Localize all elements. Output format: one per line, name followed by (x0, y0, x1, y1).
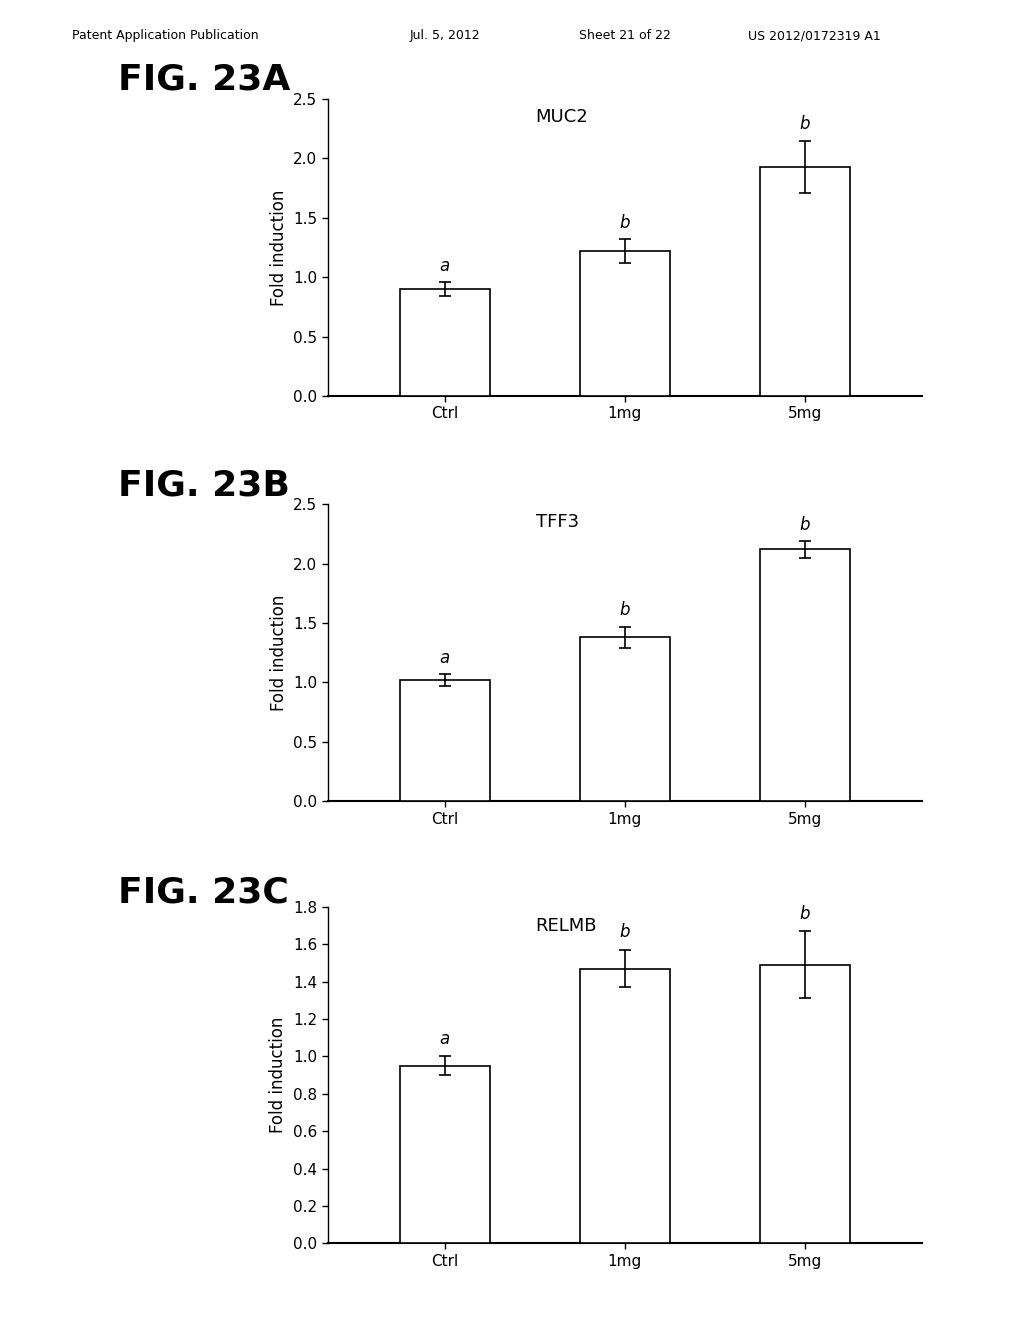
Y-axis label: Fold induction: Fold induction (269, 594, 288, 711)
Bar (580, 251, 670, 396)
Text: a: a (439, 1030, 450, 1048)
Text: RELMB: RELMB (536, 917, 597, 935)
Bar (399, 680, 489, 801)
Bar (399, 1065, 489, 1243)
Bar (760, 965, 850, 1243)
Bar (760, 166, 850, 396)
Text: FIG. 23A: FIG. 23A (118, 62, 290, 96)
Bar (580, 638, 670, 801)
Bar (399, 289, 489, 396)
Bar (580, 969, 670, 1243)
Text: Patent Application Publication: Patent Application Publication (72, 29, 258, 42)
Text: Jul. 5, 2012: Jul. 5, 2012 (410, 29, 480, 42)
Bar (760, 549, 850, 801)
Y-axis label: Fold induction: Fold induction (269, 1016, 288, 1134)
Text: FIG. 23B: FIG. 23B (118, 469, 290, 503)
Text: b: b (620, 924, 630, 941)
Text: TFF3: TFF3 (536, 513, 579, 531)
Text: b: b (800, 516, 810, 533)
Y-axis label: Fold induction: Fold induction (269, 189, 288, 306)
Text: b: b (620, 214, 630, 232)
Text: Sheet 21 of 22: Sheet 21 of 22 (579, 29, 671, 42)
Text: MUC2: MUC2 (536, 108, 589, 125)
Text: a: a (439, 256, 450, 275)
Text: FIG. 23C: FIG. 23C (118, 875, 289, 909)
Text: b: b (620, 601, 630, 619)
Text: b: b (800, 115, 810, 133)
Text: a: a (439, 648, 450, 667)
Text: US 2012/0172319 A1: US 2012/0172319 A1 (748, 29, 881, 42)
Text: b: b (800, 904, 810, 923)
